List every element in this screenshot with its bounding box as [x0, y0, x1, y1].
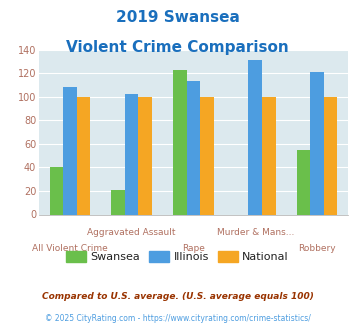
Bar — [125, 94, 138, 214]
Text: 2019 Swansea: 2019 Swansea — [116, 10, 239, 25]
Bar — [63, 87, 77, 214]
Text: Robbery: Robbery — [298, 244, 336, 253]
Text: © 2025 CityRating.com - https://www.cityrating.com/crime-statistics/: © 2025 CityRating.com - https://www.city… — [45, 314, 310, 323]
Bar — [111, 190, 125, 214]
Legend: Swansea, Illinois, National: Swansea, Illinois, National — [62, 247, 293, 267]
Bar — [138, 97, 152, 214]
Bar — [187, 81, 200, 214]
Bar — [297, 150, 310, 214]
Bar — [310, 72, 324, 215]
Bar — [50, 167, 63, 214]
Text: Aggravated Assault: Aggravated Assault — [87, 228, 176, 237]
Text: Violent Crime Comparison: Violent Crime Comparison — [66, 40, 289, 54]
Text: Compared to U.S. average. (U.S. average equals 100): Compared to U.S. average. (U.S. average … — [42, 292, 313, 301]
Bar — [200, 97, 214, 214]
Bar — [173, 70, 187, 214]
Text: Rape: Rape — [182, 244, 205, 253]
Text: Murder & Mans...: Murder & Mans... — [217, 228, 294, 237]
Bar — [248, 60, 262, 214]
Bar — [262, 97, 275, 214]
Bar — [77, 97, 90, 214]
Bar — [324, 97, 337, 214]
Text: All Violent Crime: All Violent Crime — [32, 244, 108, 253]
